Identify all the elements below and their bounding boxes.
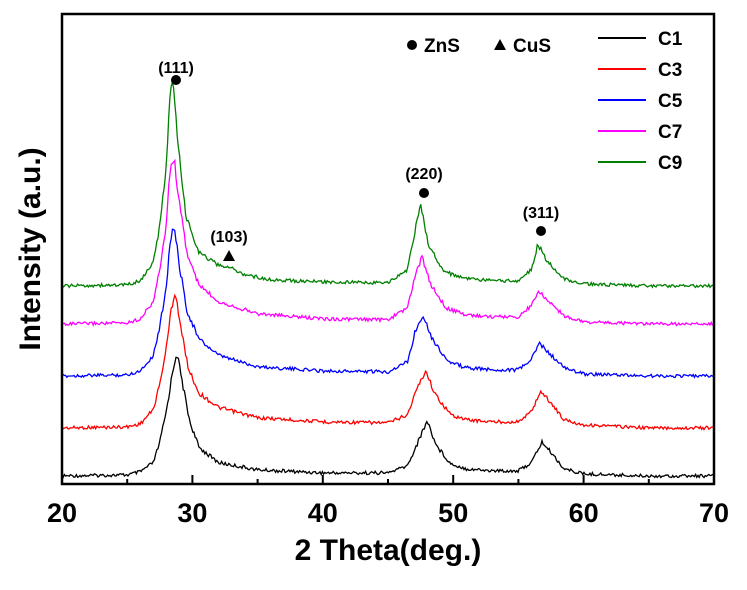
- series-line-c1: [61, 356, 714, 479]
- peak-marker: [536, 226, 546, 236]
- peak-annotations: (111) (103) (220) (311): [158, 60, 559, 261]
- peak-label: (220): [405, 166, 442, 183]
- x-tick-label: 60: [569, 498, 599, 528]
- plot-frame: [60, 12, 716, 486]
- series-legend: C1 C3 C5 C7 C9: [598, 29, 683, 174]
- y-axis-title: Intensity (a.u.): [14, 147, 47, 350]
- series-line-c9: [61, 82, 714, 289]
- peak-label: (311): [523, 205, 559, 222]
- series-line-c3: [61, 293, 714, 431]
- x-tick-label: 30: [177, 498, 207, 528]
- phase-marker-cus: [494, 39, 506, 50]
- peak-marker: [223, 250, 235, 261]
- series-line-c7: [61, 158, 714, 327]
- x-tick-label: 50: [438, 498, 468, 528]
- series-line-c5: [61, 228, 714, 379]
- phase-marker-zns: [407, 40, 417, 50]
- x-tick-label: 70: [699, 498, 729, 528]
- peak-label: (103): [210, 229, 247, 246]
- peak-marker: [171, 75, 181, 85]
- phase-legend: ZnS CuS: [407, 36, 551, 57]
- x-axis-ticks: 20 30 40 50 60 70: [47, 475, 729, 528]
- phase-label-zns: ZnS: [424, 36, 460, 57]
- legend-label-c9: C9: [658, 153, 682, 174]
- x-tick-label: 40: [308, 498, 338, 528]
- legend-label-c3: C3: [658, 60, 682, 81]
- legend-label-c5: C5: [658, 91, 683, 112]
- peak-label: (111): [158, 60, 194, 77]
- x-axis-title: 2 Theta(deg.): [295, 534, 482, 567]
- legend-label-c7: C7: [658, 122, 682, 143]
- x-tick-label: 20: [47, 498, 77, 528]
- phase-label-cus: CuS: [513, 36, 551, 57]
- peak-marker: [419, 188, 429, 198]
- series-layer: [61, 82, 714, 479]
- legend-label-c1: C1: [658, 29, 683, 50]
